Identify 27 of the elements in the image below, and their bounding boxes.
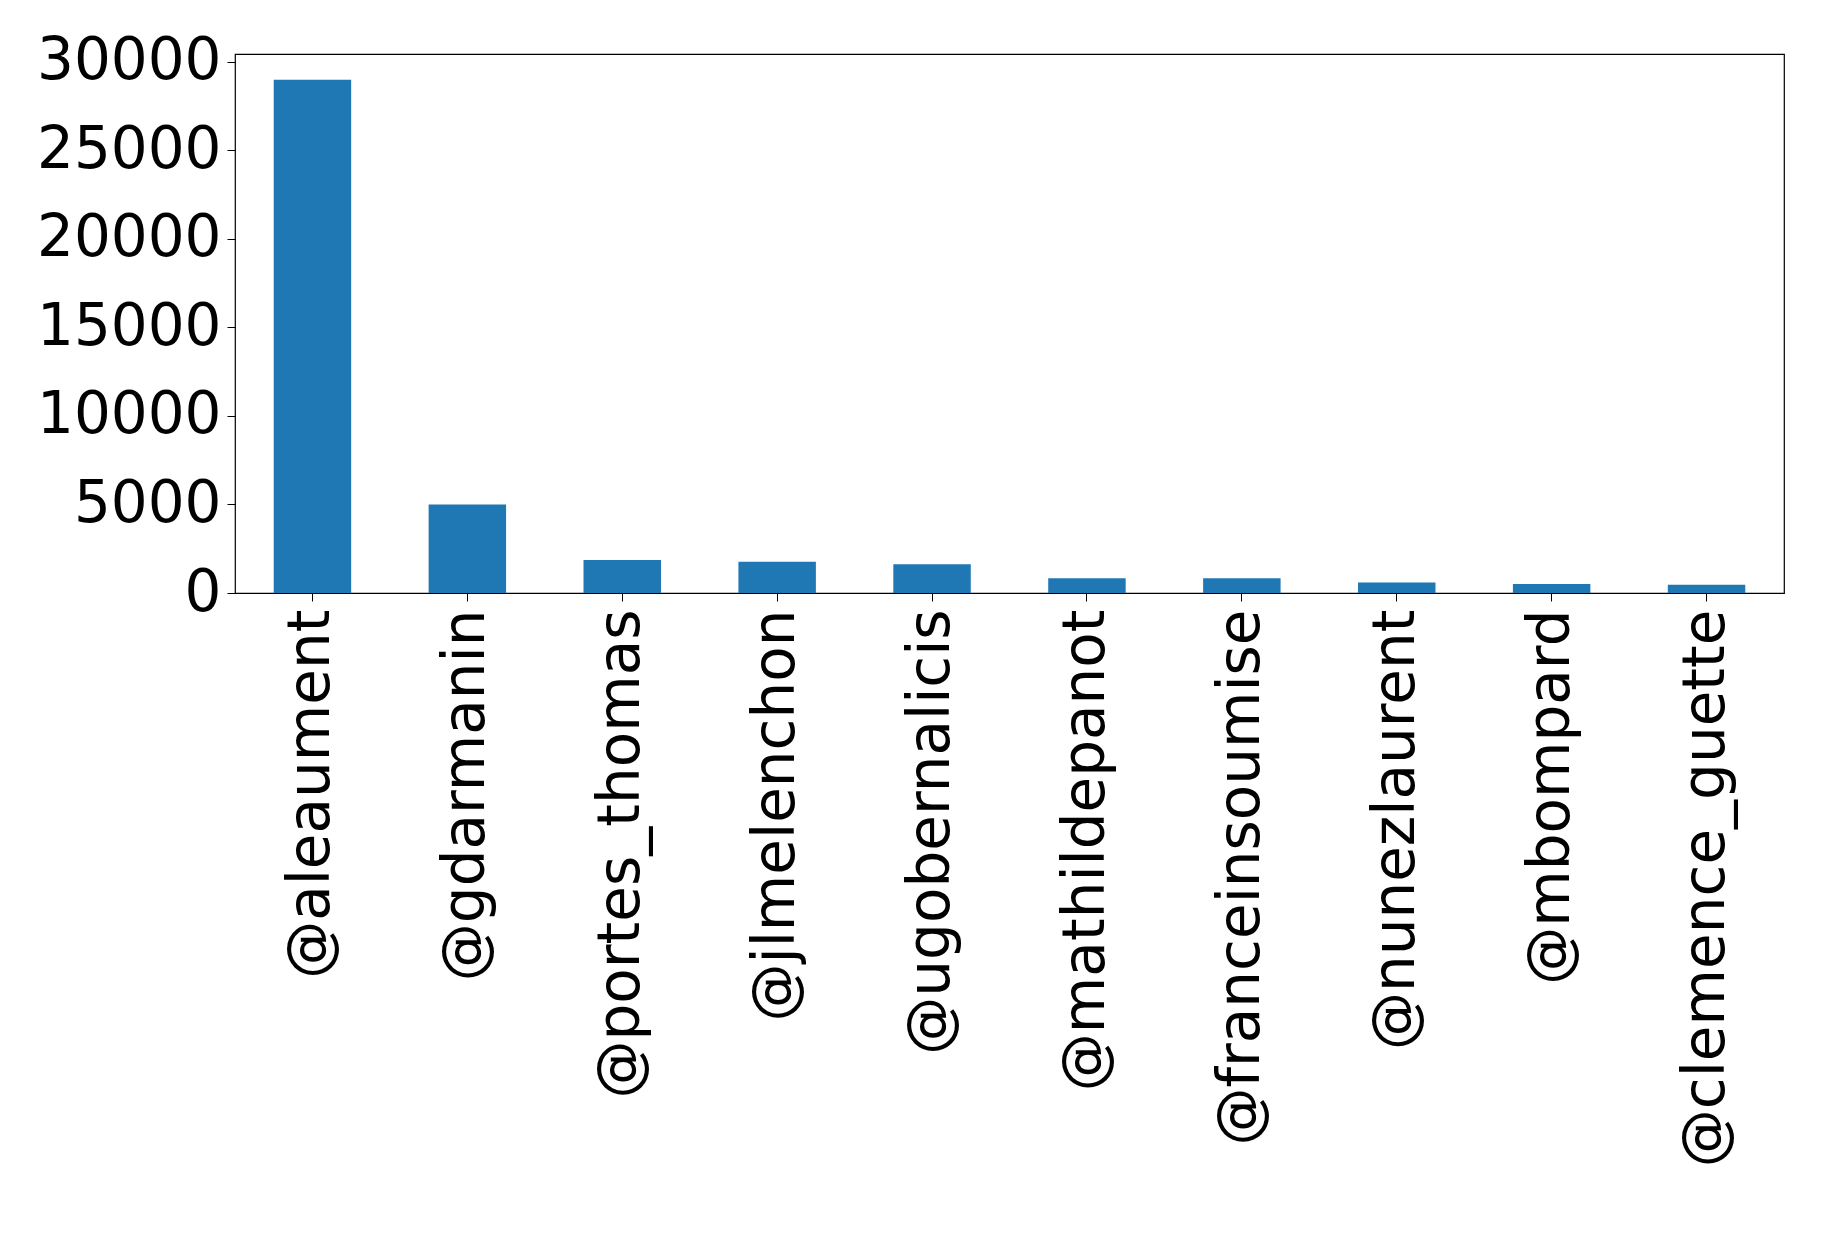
x-tick-label: @mathildepanot	[1049, 609, 1118, 1092]
bar	[1358, 582, 1436, 593]
y-tick-label: 15000	[36, 290, 222, 359]
bar	[273, 79, 352, 593]
x-tick-label: @nunezlaurent	[1359, 609, 1428, 1051]
y-tick-label: 25000	[36, 113, 222, 182]
bar	[738, 561, 816, 593]
bar	[1203, 578, 1281, 593]
bar	[428, 504, 507, 593]
y-tick-label: 10000	[36, 379, 222, 448]
bar	[1667, 584, 1746, 593]
x-tick-label: @jlmelenchon	[740, 609, 809, 1022]
x-tick-label: @gdarmanin	[430, 609, 499, 982]
x-tick-label: @ugobernalicis	[895, 609, 964, 1055]
y-tick-label: 0	[184, 556, 222, 625]
y-tick-label: 30000	[36, 25, 222, 94]
x-tick-label: @franceinsoumise	[1204, 609, 1273, 1146]
bar	[1048, 578, 1126, 593]
x-tick-label: @mbompard	[1514, 609, 1583, 985]
y-tick-label: 5000	[73, 467, 222, 536]
x-tick-label: @clemence_guette	[1669, 609, 1738, 1168]
y-tick-label: 20000	[36, 202, 222, 271]
x-tick-label: @aleaument	[275, 609, 344, 979]
bar	[1512, 583, 1591, 593]
x-tick-label: @portes_thomas	[585, 609, 654, 1099]
bar	[583, 560, 661, 593]
bar	[893, 564, 971, 593]
